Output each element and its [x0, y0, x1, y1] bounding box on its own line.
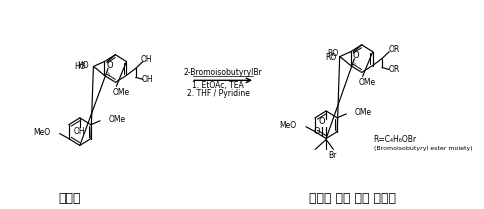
Text: R=C₄H₆OBr: R=C₄H₆OBr — [374, 135, 417, 144]
Text: 2. THF / Pyridine: 2. THF / Pyridine — [187, 89, 250, 98]
Text: O: O — [353, 51, 360, 60]
Text: RO: RO — [325, 53, 336, 62]
Text: OR: OR — [389, 65, 400, 74]
Text: OMe: OMe — [108, 115, 125, 124]
Text: OMe: OMe — [354, 108, 372, 117]
Text: 리그닌: 리그닌 — [59, 192, 81, 205]
Text: O: O — [318, 117, 325, 126]
Text: MeO: MeO — [33, 128, 50, 137]
Text: OH: OH — [74, 127, 86, 136]
Text: O: O — [314, 127, 320, 136]
Text: RO: RO — [328, 49, 339, 58]
Text: OH: OH — [142, 75, 153, 84]
Text: 리그닌 기반 중합 개시제: 리그닌 기반 중합 개시제 — [309, 192, 396, 205]
Text: OMe: OMe — [112, 88, 129, 97]
Text: 1. EtOAc, TEA: 1. EtOAc, TEA — [192, 81, 243, 90]
Text: Br: Br — [328, 151, 336, 160]
Text: MeO: MeO — [280, 121, 297, 130]
Text: HO: HO — [77, 61, 89, 70]
Text: OR: OR — [389, 45, 400, 54]
Text: HO: HO — [75, 62, 86, 71]
Text: 2-BromoisobutyrylBr: 2-BromoisobutyrylBr — [183, 68, 262, 77]
Text: OMe: OMe — [359, 78, 376, 87]
Text: (Bromoisobutyryl ester moiety): (Bromoisobutyryl ester moiety) — [374, 146, 472, 151]
Text: O: O — [106, 61, 113, 70]
Text: OH: OH — [141, 55, 152, 64]
